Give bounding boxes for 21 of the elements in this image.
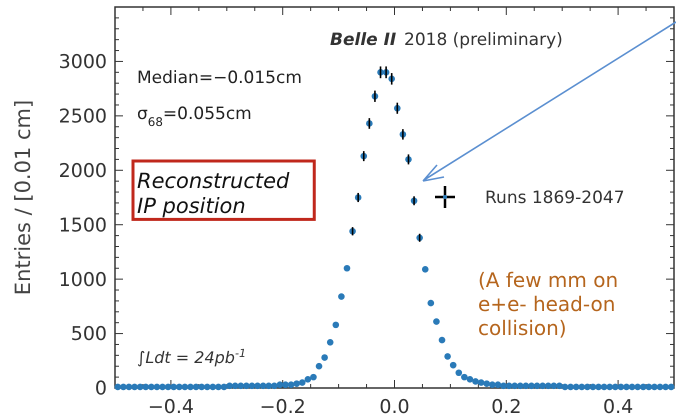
legend-label: Runs 1869-2047: [485, 188, 625, 208]
x-tick-label: 0.2: [491, 396, 522, 418]
y-axis-title: Entries / [0.01 cm]: [11, 100, 35, 296]
x-tick-label: 0.4: [602, 396, 634, 418]
x-tick-label: 0.0: [379, 396, 410, 418]
y-tick-label: 1000: [58, 268, 107, 291]
y-tick-label: 3000: [58, 51, 107, 74]
y-tick-label: 2000: [58, 160, 107, 182]
annotation: Median=−0.015cm: [137, 68, 302, 88]
annotation: (A few mm on e+e- head-on collision): [478, 268, 618, 340]
annotation: 2018 (preliminary): [404, 30, 563, 50]
x-tick-label: −0.4: [148, 396, 194, 418]
annotation: σ$_{68}$=0.055cm: [137, 104, 252, 129]
y-tick-label: 500: [70, 323, 107, 346]
y-tick-label: 0: [94, 378, 107, 400]
annotation: ∫Ldt = 24pb$^{-1}$: [137, 346, 246, 367]
y-tick-label: 2500: [58, 106, 107, 128]
annotation: Belle II: [330, 30, 396, 50]
x-tick-label: −0.2: [260, 396, 306, 418]
y-tick-label: 1500: [58, 214, 107, 236]
annotation: Reconstructed IP position: [137, 169, 290, 218]
